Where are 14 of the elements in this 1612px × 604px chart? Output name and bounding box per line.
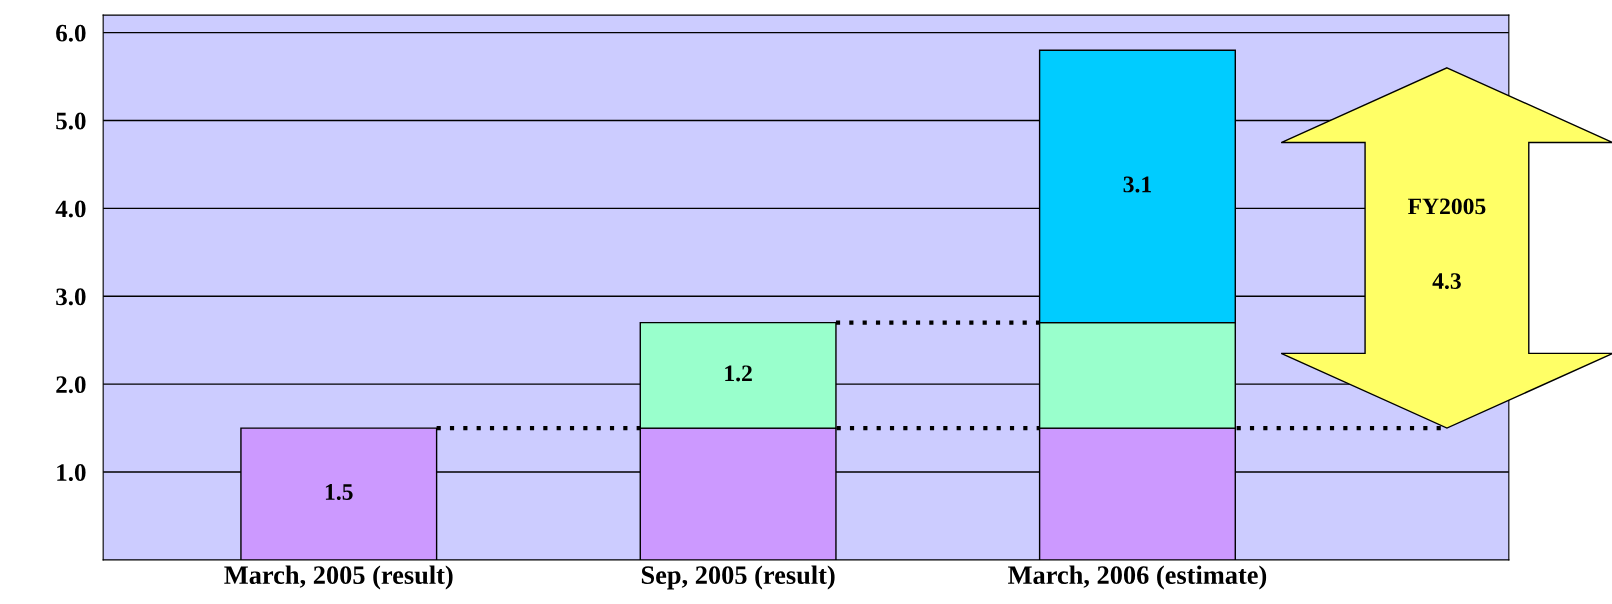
y-tick-label: 2.0 xyxy=(56,376,86,394)
y-tick-label: 4.0 xyxy=(55,200,86,218)
x-tick-label: March, 2005 (result) xyxy=(224,565,453,590)
data-label: 3.1 xyxy=(1123,176,1151,193)
y-tick-label: 1.0 xyxy=(57,464,86,482)
annotation: 4.3 xyxy=(1432,273,1461,290)
annotation: FY2005 xyxy=(1407,198,1486,215)
y-tick-label: 3.0 xyxy=(56,288,86,306)
data-label: 1.2 xyxy=(725,365,752,382)
x-tick-label: Sep, 2005 (result) xyxy=(641,565,835,590)
data-label: 1.5 xyxy=(325,484,353,501)
y-tick-label: 5.0 xyxy=(56,112,86,130)
y-tick-label: 6.0 xyxy=(56,24,86,42)
x-tick-label: March, 2006 (estimate) xyxy=(1008,565,1267,590)
